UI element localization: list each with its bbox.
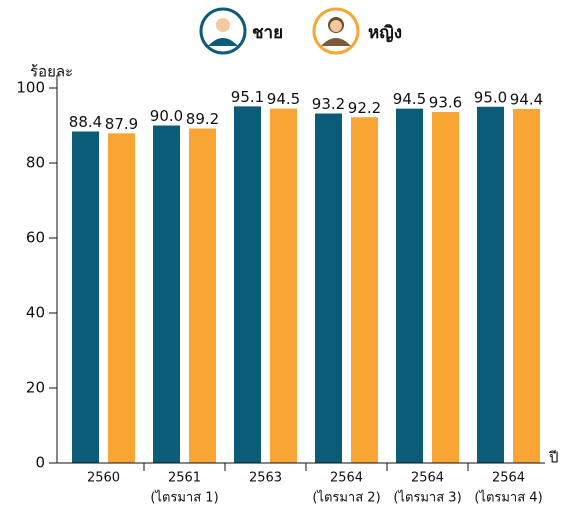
y-axis-label: ร้อยละ: [30, 63, 73, 81]
x-axis-label: ปี: [548, 449, 558, 467]
bar: [234, 106, 261, 463]
x-tick-label: 2561: [168, 471, 201, 486]
y-tick-label: 0: [35, 454, 45, 472]
value-label: 95.0: [474, 88, 507, 106]
x-tick-label: (ไตรมาส 4): [474, 490, 542, 506]
y-tick-label: 40: [26, 304, 45, 322]
y-tick-label: 100: [16, 79, 45, 97]
legend: ชาย หญิง: [199, 7, 402, 55]
bar: [315, 113, 342, 463]
bar: [432, 112, 459, 463]
bar: [72, 131, 99, 463]
value-label: 92.2: [348, 99, 381, 117]
x-tick-label: 2564: [492, 471, 525, 486]
y-tick-label: 60: [26, 229, 45, 247]
bar: [108, 133, 135, 463]
x-tick-label: (ไตรมาส 1): [150, 490, 218, 506]
value-label: 94.5: [267, 90, 300, 108]
legend-label: หญิง: [368, 23, 402, 43]
value-label: 89.2: [186, 110, 219, 128]
icon-head: [216, 18, 230, 32]
bar: [153, 125, 180, 463]
bar: [396, 108, 423, 463]
value-label: 94.5: [393, 90, 426, 108]
value-label: 93.2: [312, 95, 345, 113]
y-tick-label: 80: [26, 154, 45, 172]
x-tick-label: 2564: [411, 471, 444, 486]
x-tick-label: (ไตรมาส 3): [393, 490, 461, 506]
y-tick-label: 20: [26, 379, 45, 397]
x-tick-label: 2560: [87, 471, 120, 486]
value-label: 90.0: [150, 107, 183, 125]
value-label: 88.4: [69, 113, 102, 131]
x-tick-label: (ไตรมาส 2): [312, 490, 380, 506]
value-label: 94.4: [510, 91, 543, 109]
bar: [270, 108, 297, 463]
bar: [477, 106, 504, 463]
icon-head: [330, 20, 342, 32]
icon-body: [321, 38, 351, 46]
legend-label: ชาย: [252, 23, 283, 43]
value-label: 87.9: [105, 115, 138, 133]
value-label: 93.6: [429, 94, 462, 112]
bar: [189, 128, 216, 463]
bar: [351, 117, 378, 463]
bar: [513, 109, 540, 463]
value-label: 95.1: [231, 88, 264, 106]
x-tick-label: 2563: [249, 471, 282, 486]
x-tick-label: 2564: [330, 471, 363, 486]
icon-body: [208, 38, 238, 46]
